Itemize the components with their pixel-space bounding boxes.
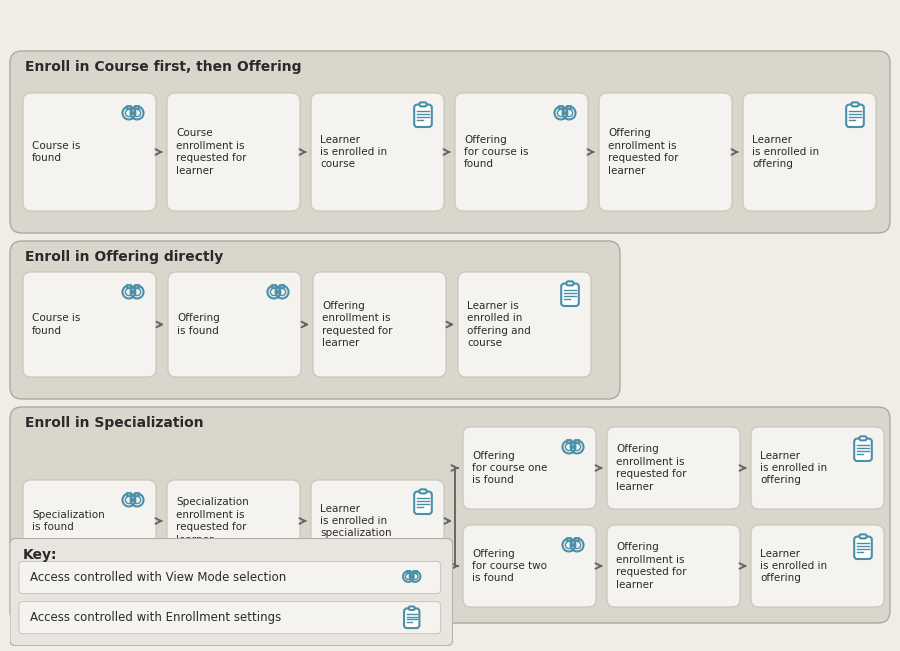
Text: Enroll in Course first, then Offering: Enroll in Course first, then Offering: [25, 60, 302, 74]
Text: Offering
enrollment is
requested for
learner: Offering enrollment is requested for lea…: [616, 445, 687, 492]
FancyBboxPatch shape: [167, 93, 300, 211]
Bar: [571, 544, 575, 546]
Bar: [407, 571, 410, 573]
Bar: [571, 445, 575, 449]
FancyBboxPatch shape: [23, 93, 156, 211]
Text: Learner is
enrolled in
offering and
course: Learner is enrolled in offering and cour…: [467, 301, 531, 348]
FancyBboxPatch shape: [311, 93, 444, 211]
Bar: [567, 538, 571, 541]
FancyBboxPatch shape: [743, 93, 876, 211]
Text: Offering
for course two
is found: Offering for course two is found: [472, 549, 547, 583]
Bar: [414, 571, 417, 573]
Bar: [410, 575, 414, 577]
Bar: [127, 493, 130, 496]
FancyBboxPatch shape: [562, 284, 579, 306]
Bar: [275, 290, 280, 294]
Bar: [127, 285, 130, 288]
Text: Course
enrollment is
requested for
learner: Course enrollment is requested for learn…: [176, 128, 247, 176]
FancyBboxPatch shape: [10, 51, 890, 233]
FancyBboxPatch shape: [23, 480, 156, 562]
Text: Offering
enrollment is
requested for
learner: Offering enrollment is requested for lea…: [608, 128, 679, 176]
Bar: [562, 111, 567, 115]
Bar: [130, 290, 135, 294]
Text: Offering
for course is
found: Offering for course is found: [464, 135, 528, 169]
FancyBboxPatch shape: [599, 93, 732, 211]
Bar: [559, 106, 562, 109]
Bar: [130, 499, 135, 501]
Text: Specialization
is found: Specialization is found: [32, 510, 104, 533]
Text: Learner
is enrolled in
specialization: Learner is enrolled in specialization: [320, 504, 392, 538]
Text: Offering
for course one
is found: Offering for course one is found: [472, 450, 547, 486]
FancyBboxPatch shape: [458, 272, 591, 377]
FancyBboxPatch shape: [751, 525, 884, 607]
Text: Learner
is enrolled in
offering: Learner is enrolled in offering: [760, 450, 827, 486]
Text: Specialization
enrollment is
requested for
learner: Specialization enrollment is requested f…: [176, 497, 248, 545]
FancyBboxPatch shape: [414, 492, 432, 514]
Text: Learner
is enrolled in
offering: Learner is enrolled in offering: [760, 549, 827, 583]
FancyBboxPatch shape: [854, 536, 872, 559]
FancyBboxPatch shape: [19, 602, 441, 633]
Text: Enroll in Offering directly: Enroll in Offering directly: [25, 250, 223, 264]
Bar: [135, 285, 139, 288]
Text: Course is
found: Course is found: [32, 313, 80, 336]
FancyBboxPatch shape: [168, 272, 301, 377]
Bar: [135, 106, 139, 109]
FancyBboxPatch shape: [854, 439, 872, 461]
FancyBboxPatch shape: [311, 480, 444, 562]
FancyBboxPatch shape: [463, 427, 596, 509]
Bar: [575, 440, 579, 443]
FancyBboxPatch shape: [419, 102, 427, 106]
FancyBboxPatch shape: [414, 105, 432, 127]
FancyBboxPatch shape: [851, 102, 859, 106]
Text: Offering
enrollment is
requested for
learner: Offering enrollment is requested for lea…: [616, 542, 687, 590]
FancyBboxPatch shape: [860, 534, 867, 538]
FancyBboxPatch shape: [566, 281, 573, 285]
Bar: [575, 538, 579, 541]
FancyBboxPatch shape: [607, 525, 740, 607]
Text: Offering
is found: Offering is found: [177, 313, 220, 336]
Bar: [127, 106, 130, 109]
Bar: [135, 493, 139, 496]
FancyBboxPatch shape: [313, 272, 446, 377]
Text: Course is
found: Course is found: [32, 141, 80, 163]
Bar: [130, 111, 135, 115]
Text: Enroll in Specialization: Enroll in Specialization: [25, 416, 203, 430]
Bar: [272, 285, 275, 288]
FancyBboxPatch shape: [23, 272, 156, 377]
Text: Access controlled with View Mode selection: Access controlled with View Mode selecti…: [30, 571, 286, 584]
FancyBboxPatch shape: [167, 480, 300, 562]
FancyBboxPatch shape: [10, 538, 453, 646]
FancyBboxPatch shape: [463, 525, 596, 607]
FancyBboxPatch shape: [10, 407, 890, 623]
Bar: [280, 285, 284, 288]
FancyBboxPatch shape: [10, 241, 620, 399]
FancyBboxPatch shape: [409, 607, 415, 610]
FancyBboxPatch shape: [751, 427, 884, 509]
Text: Key:: Key:: [22, 548, 58, 562]
FancyBboxPatch shape: [607, 427, 740, 509]
FancyBboxPatch shape: [846, 105, 864, 127]
FancyBboxPatch shape: [455, 93, 588, 211]
FancyBboxPatch shape: [19, 561, 441, 594]
FancyBboxPatch shape: [860, 436, 867, 440]
FancyBboxPatch shape: [404, 609, 419, 628]
Text: Learner
is enrolled in
course: Learner is enrolled in course: [320, 135, 387, 169]
Text: Learner
is enrolled in
offering: Learner is enrolled in offering: [752, 135, 819, 169]
FancyBboxPatch shape: [419, 490, 427, 493]
Text: Access controlled with Enrollment settings: Access controlled with Enrollment settin…: [30, 611, 281, 624]
Bar: [567, 440, 571, 443]
Bar: [567, 106, 571, 109]
Text: Offering
enrollment is
requested for
learner: Offering enrollment is requested for lea…: [322, 301, 392, 348]
